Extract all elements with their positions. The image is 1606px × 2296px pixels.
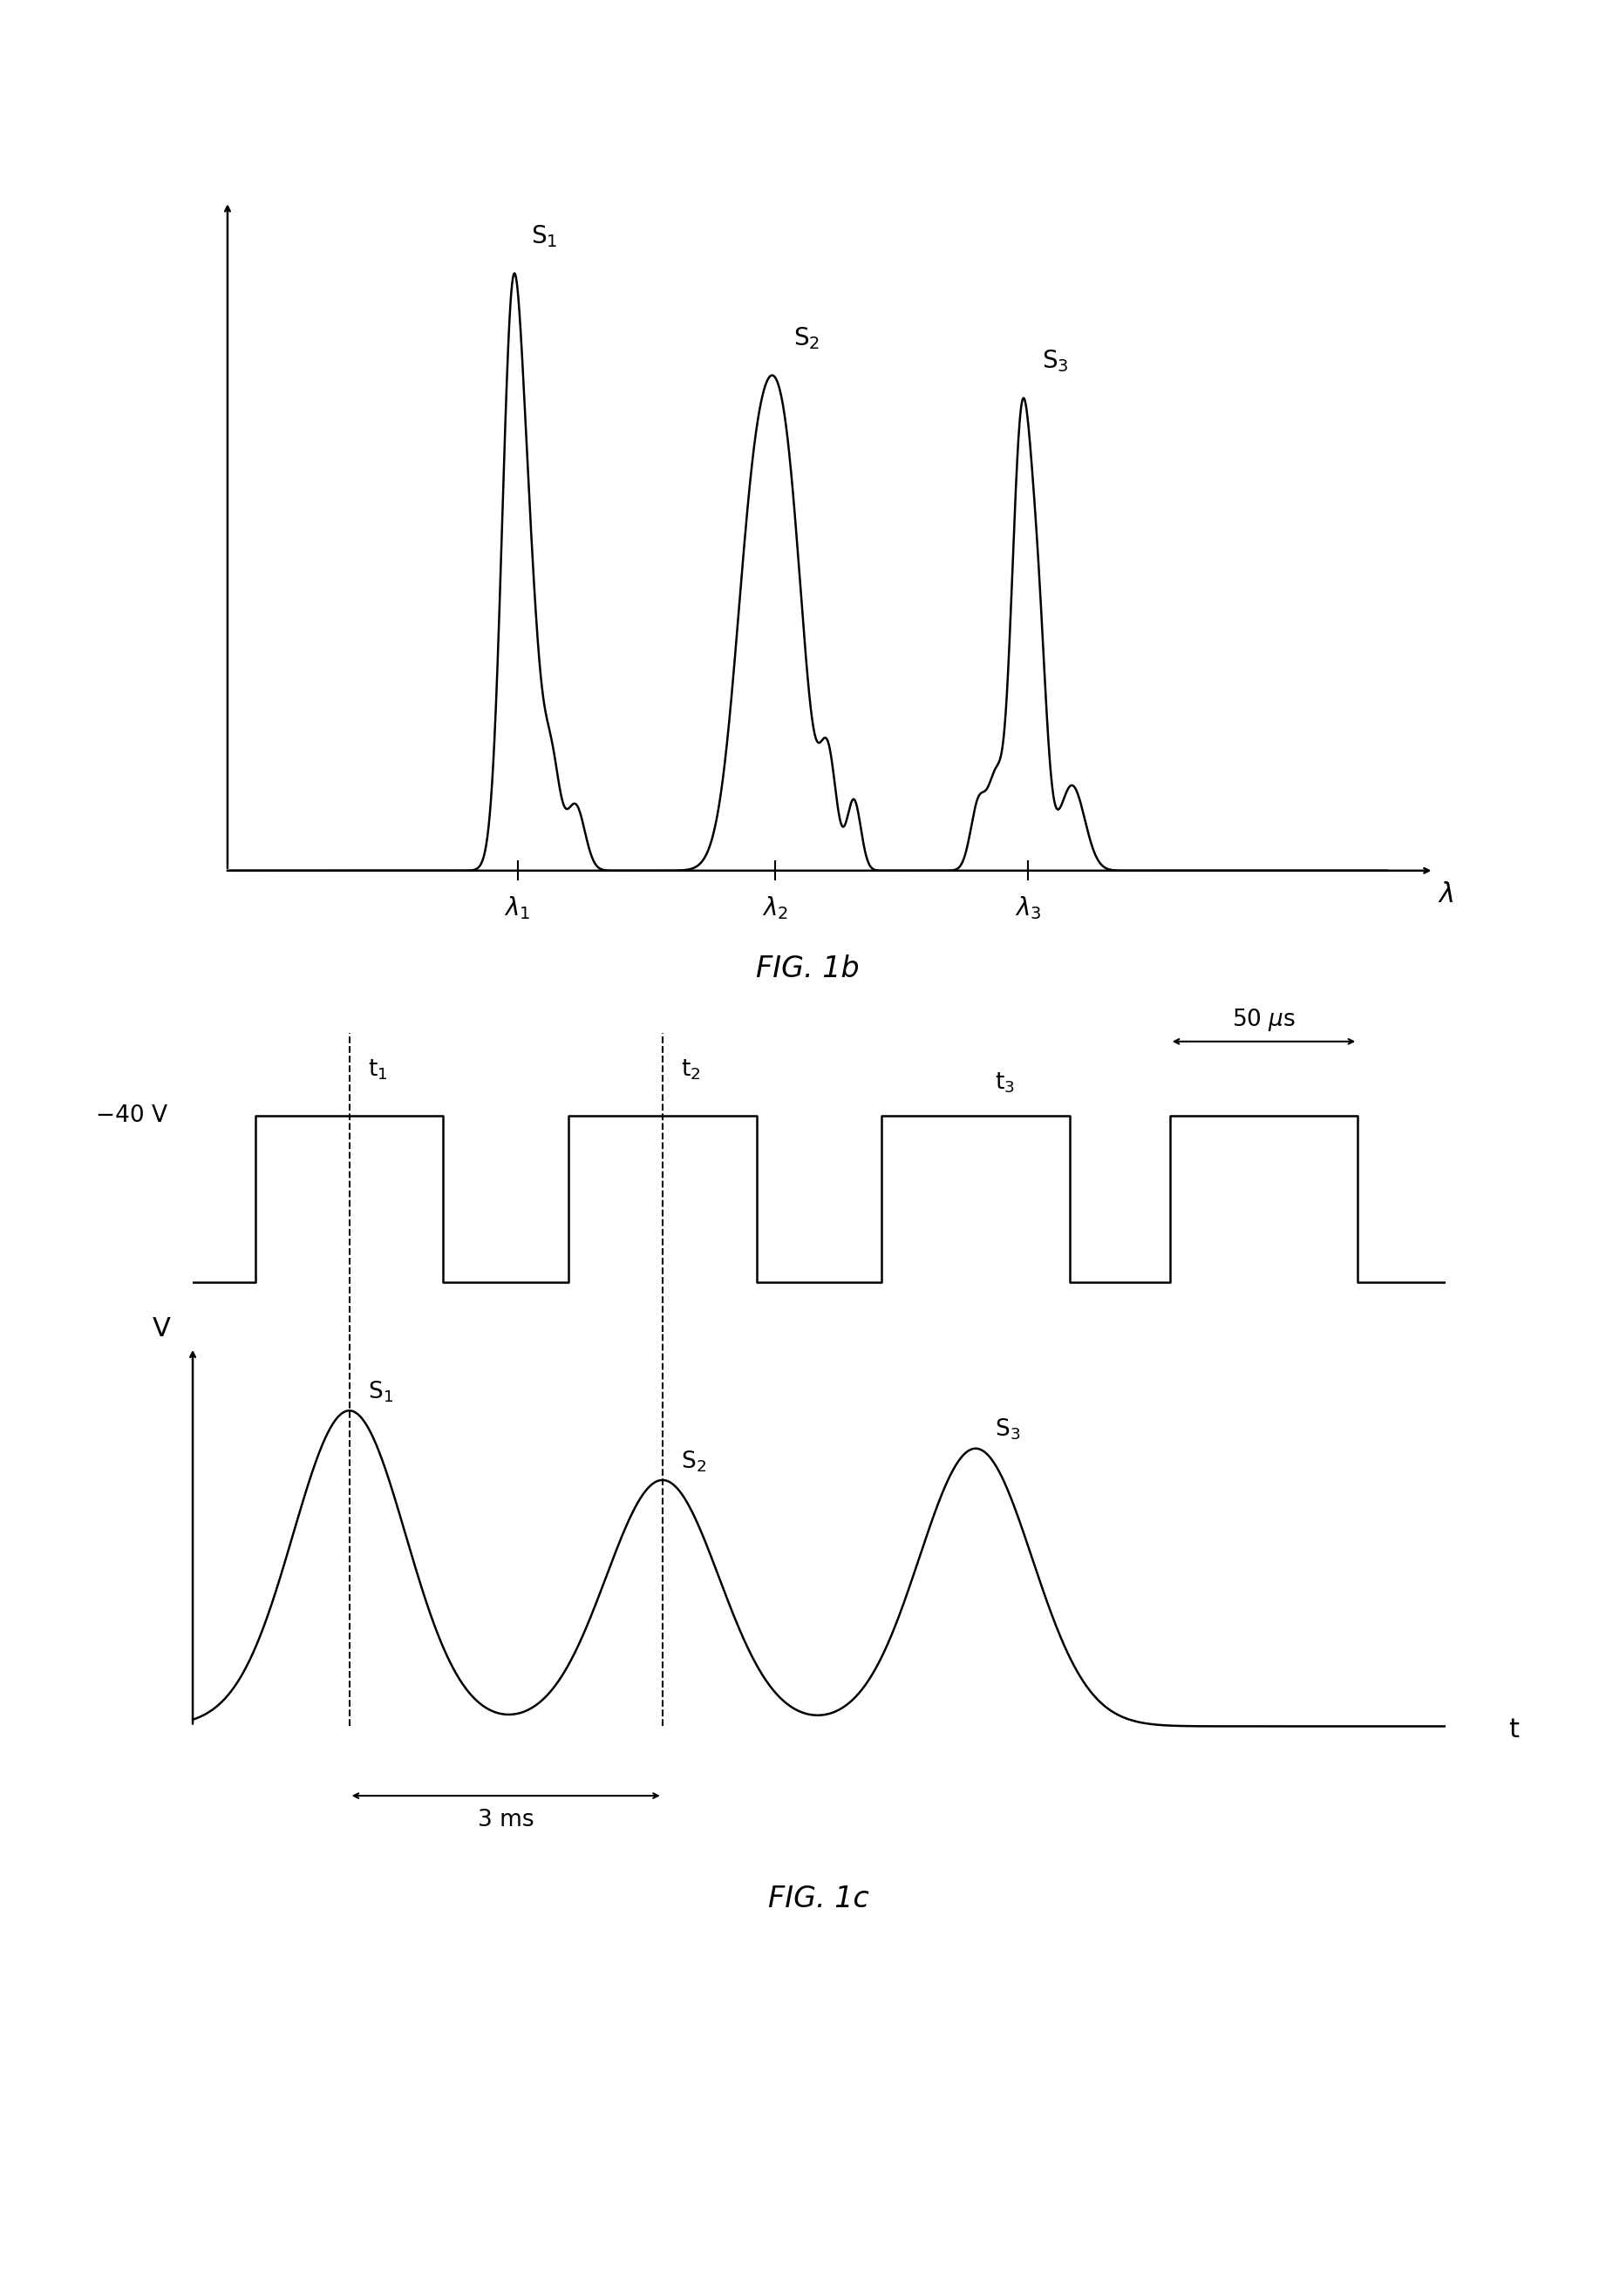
Text: $\lambda$: $\lambda$ (1437, 882, 1453, 907)
Text: $\lambda_1$: $\lambda_1$ (504, 895, 530, 921)
Text: −40 V: −40 V (96, 1104, 167, 1127)
Text: S$_3$: S$_3$ (994, 1417, 1020, 1442)
Text: $\lambda_2$: $\lambda_2$ (761, 895, 789, 921)
Text: S$_2$: S$_2$ (793, 326, 821, 351)
Text: t$_2$: t$_2$ (681, 1058, 700, 1081)
Text: S$_2$: S$_2$ (681, 1449, 707, 1474)
Text: S$_3$: S$_3$ (1042, 349, 1068, 374)
Text: FIG. 1c: FIG. 1c (769, 1885, 869, 1913)
Text: $\lambda_3$: $\lambda_3$ (1015, 895, 1041, 921)
Text: FIG. 1b: FIG. 1b (756, 955, 859, 983)
Text: V: V (153, 1316, 170, 1341)
Text: t: t (1508, 1717, 1519, 1743)
Text: S$_1$: S$_1$ (532, 223, 557, 250)
Text: S$_1$: S$_1$ (368, 1380, 393, 1405)
Text: 3 ms: 3 ms (477, 1809, 535, 1830)
Text: 50 $\mu$s: 50 $\mu$s (1232, 1008, 1296, 1033)
Text: t$_3$: t$_3$ (994, 1070, 1015, 1095)
Text: t$_1$: t$_1$ (368, 1058, 387, 1081)
